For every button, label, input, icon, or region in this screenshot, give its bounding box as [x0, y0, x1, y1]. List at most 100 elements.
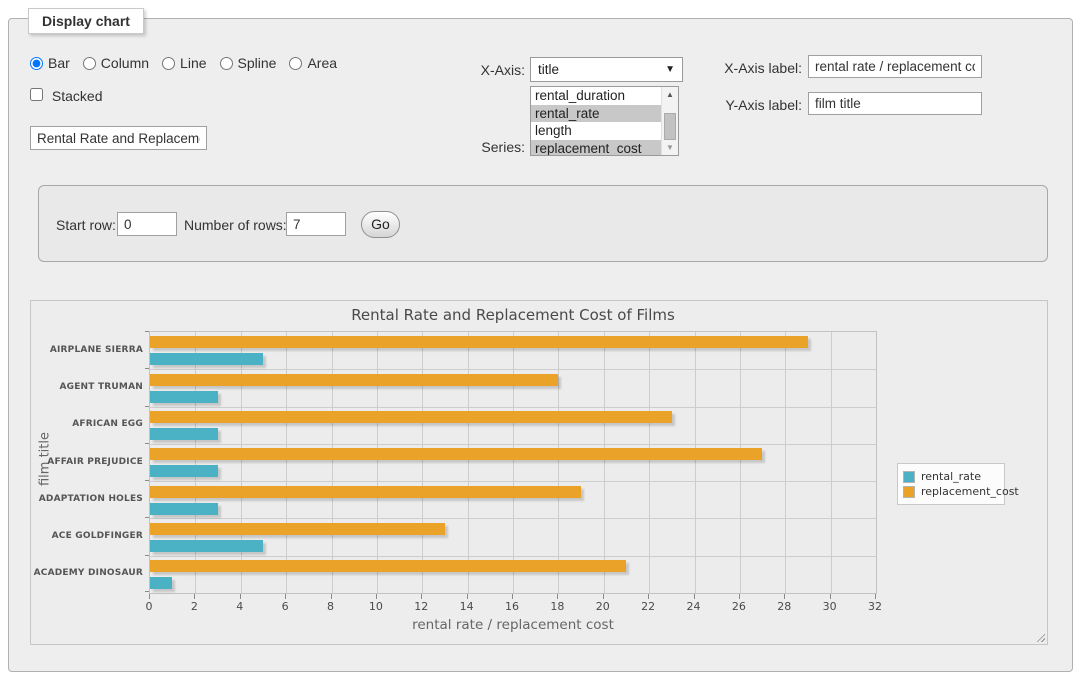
series-options: rental_duration rental_rate length repla…: [531, 87, 661, 155]
radio-spline-label: Spline: [238, 55, 277, 71]
scrollbar-thumb[interactable]: [664, 113, 676, 140]
gridline-vertical: [831, 332, 832, 593]
scroll-up-icon[interactable]: ▲: [662, 87, 678, 102]
radio-column[interactable]: Column: [83, 55, 149, 71]
x-tick-mark: [512, 594, 513, 599]
bar-replacement_cost: [150, 448, 762, 460]
series-option-rental-duration[interactable]: rental_duration: [531, 87, 661, 105]
plot-grid: [149, 331, 877, 594]
bar-replacement_cost: [150, 411, 672, 423]
radio-bar-label: Bar: [48, 55, 70, 71]
x-tick-label: 14: [460, 600, 474, 613]
bar-rental_rate: [150, 465, 218, 477]
stacked-checkbox[interactable]: [30, 88, 43, 101]
legend-label: rental_rate: [921, 470, 981, 483]
bar-replacement_cost: [150, 336, 808, 348]
bar-replacement_cost: [150, 523, 445, 535]
start-row-label: Start row:: [56, 217, 116, 233]
gridline-vertical: [513, 332, 514, 593]
start-row-input[interactable]: [117, 212, 177, 236]
legend-item: replacement_cost: [903, 485, 999, 498]
stacked-checkbox-label-wrap[interactable]: Stacked: [30, 88, 102, 104]
x-tick-mark: [376, 594, 377, 599]
scroll-down-icon[interactable]: ▼: [662, 140, 678, 155]
legend-swatch-rental_rate: [903, 471, 915, 483]
bar-rental_rate: [150, 577, 172, 589]
x-tick-mark: [285, 594, 286, 599]
y-axis-label-caption: Y-Axis label:: [715, 97, 802, 113]
gridline-vertical: [332, 332, 333, 593]
gridline-vertical: [649, 332, 650, 593]
x-tick-label: 32: [868, 600, 882, 613]
radio-line-input[interactable]: [162, 57, 175, 70]
bar-replacement_cost: [150, 560, 626, 572]
listbox-scrollbar[interactable]: ▲ ▼: [661, 87, 678, 155]
radio-bar-input[interactable]: [30, 57, 43, 70]
x-tick-mark: [149, 594, 150, 599]
series-option-length[interactable]: length: [531, 122, 661, 140]
radio-bar[interactable]: Bar: [30, 55, 70, 71]
series-listbox[interactable]: rental_duration rental_rate length repla…: [530, 86, 679, 156]
gridline-vertical: [377, 332, 378, 593]
x-axis-label-input[interactable]: [808, 55, 982, 78]
gridline-vertical: [241, 332, 242, 593]
x-tick-mark: [784, 594, 785, 599]
gridline-horizontal: [150, 407, 876, 408]
x-tick-mark: [331, 594, 332, 599]
x-tick-mark: [603, 594, 604, 599]
x-tick-label: 26: [732, 600, 746, 613]
x-axis-selected-value: title: [538, 62, 559, 77]
resize-handle-icon[interactable]: [1034, 631, 1045, 642]
stacked-row: Stacked: [30, 88, 102, 104]
chart-x-axis-label: rental rate / replacement cost: [149, 617, 877, 633]
num-rows-input[interactable]: [286, 212, 346, 236]
x-tick-labels: 02468101214161820222426283032: [149, 600, 877, 614]
x-tick-mark: [557, 594, 558, 599]
radio-spline[interactable]: Spline: [220, 55, 277, 71]
radio-column-input[interactable]: [83, 57, 96, 70]
series-option-rental-rate[interactable]: rental_rate: [531, 105, 661, 123]
x-axis-label-caption: X-Axis label:: [715, 60, 802, 76]
gridline-vertical: [286, 332, 287, 593]
gridline-vertical: [422, 332, 423, 593]
radio-spline-input[interactable]: [220, 57, 233, 70]
gridline-vertical: [740, 332, 741, 593]
bar-rental_rate: [150, 428, 218, 440]
x-tick-label: 16: [505, 600, 519, 613]
x-tick-mark: [694, 594, 695, 599]
x-tick-mark: [739, 594, 740, 599]
x-tick-label: 0: [146, 600, 153, 613]
stacked-label: Stacked: [52, 88, 103, 104]
radio-line[interactable]: Line: [162, 55, 206, 71]
x-tick-label: 20: [596, 600, 610, 613]
y-axis-label-input[interactable]: [808, 92, 982, 115]
x-tick-mark: [648, 594, 649, 599]
radio-area-input[interactable]: [289, 57, 302, 70]
y-category-label: AGENT TRUMAN: [31, 382, 143, 392]
num-rows-label: Number of rows:: [184, 217, 287, 233]
x-axis-select[interactable]: title ▼: [530, 57, 683, 82]
x-tick-label: 18: [550, 600, 564, 613]
gridline-vertical: [785, 332, 786, 593]
gridline-vertical: [558, 332, 559, 593]
chart-legend: rental_rate replacement_cost: [897, 463, 1005, 505]
x-tick-marks: [149, 594, 877, 599]
x-tick-label: 12: [414, 600, 428, 613]
y-category-label: AIRPLANE SIERRA: [31, 345, 143, 355]
x-tick-mark: [875, 594, 876, 599]
gridline-horizontal: [150, 556, 876, 557]
go-button[interactable]: Go: [361, 211, 400, 238]
x-tick-label: 22: [641, 600, 655, 613]
fieldset-legend: Display chart: [28, 8, 144, 34]
x-tick-label: 6: [282, 600, 289, 613]
series-option-replacement-cost[interactable]: replacement_cost: [531, 140, 661, 157]
y-category-label: ADAPTATION HOLES: [31, 494, 143, 504]
radio-area[interactable]: Area: [289, 55, 337, 71]
chart-title-input[interactable]: [30, 126, 207, 150]
radio-area-label: Area: [307, 55, 337, 71]
x-tick-label: 30: [823, 600, 837, 613]
chart-title: Rental Rate and Replacement Cost of Film…: [31, 306, 995, 324]
y-category-labels: AIRPLANE SIERRAAGENT TRUMANAFRICAN EGGAF…: [31, 331, 143, 594]
radio-column-label: Column: [101, 55, 149, 71]
bar-rental_rate: [150, 353, 263, 365]
